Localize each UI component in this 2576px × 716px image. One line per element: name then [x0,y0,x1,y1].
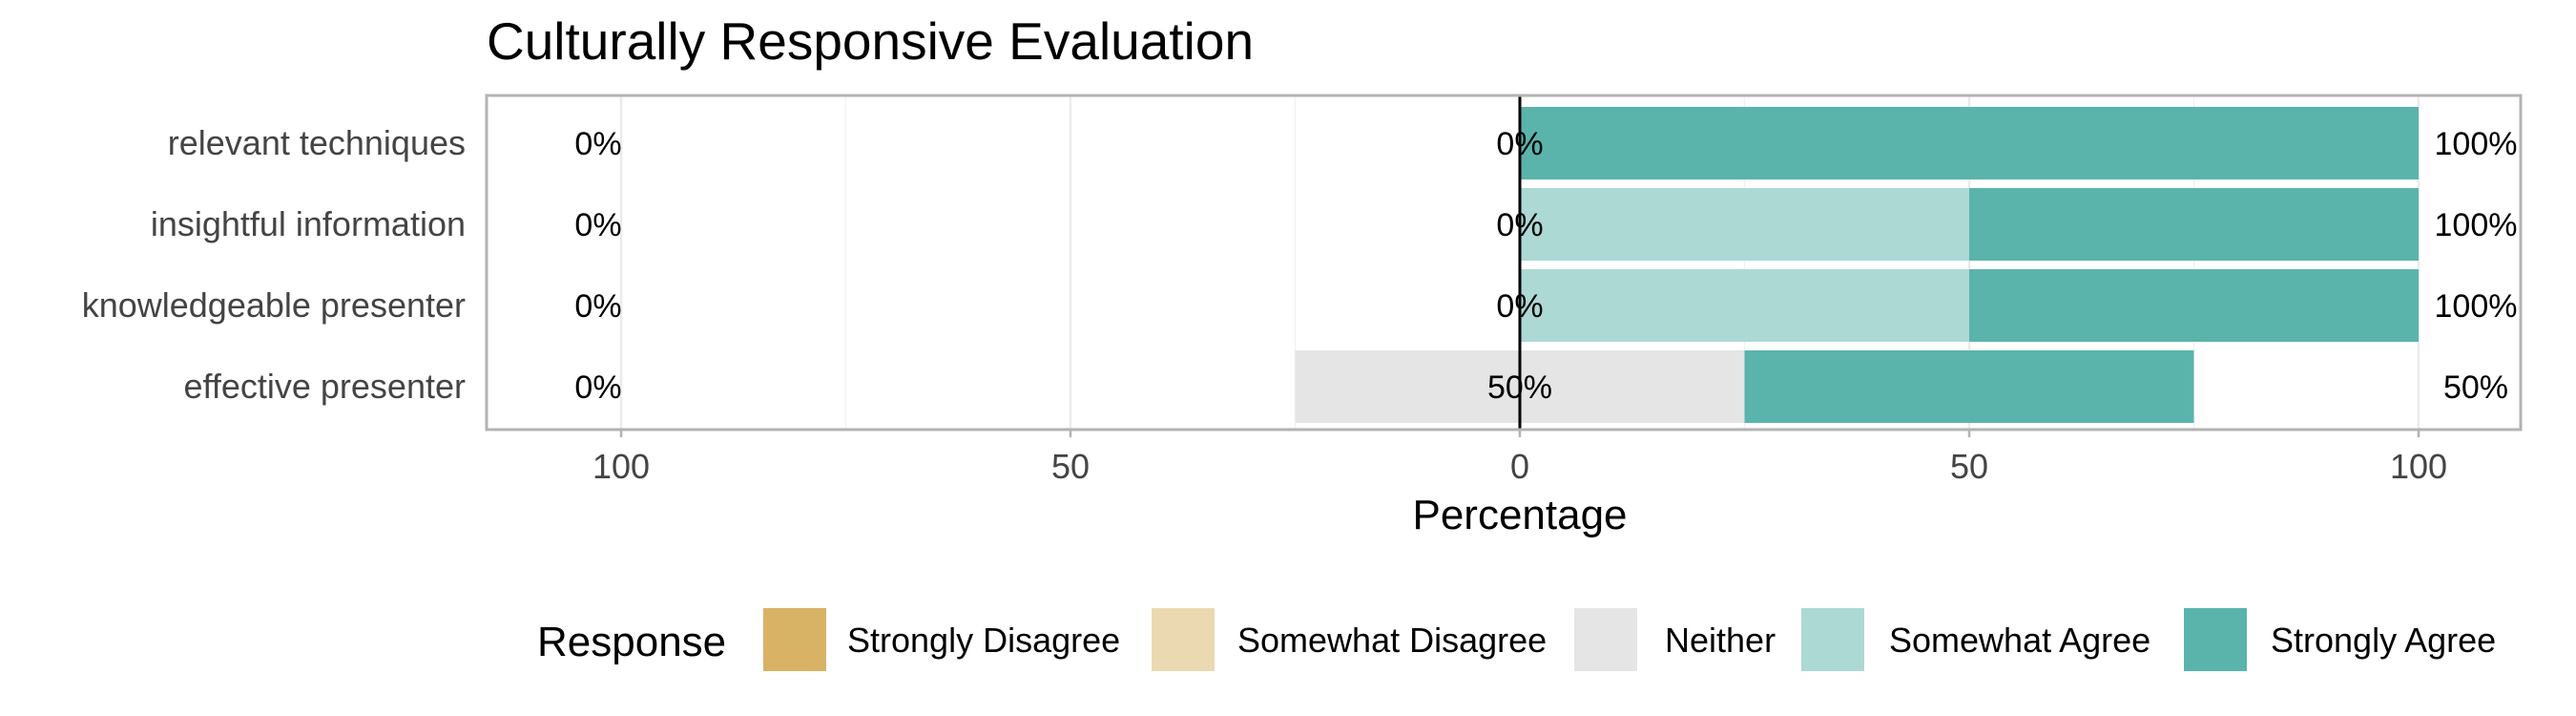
label-right-knowledgeable-presenter: 100% [2435,288,2518,325]
legend-label-strongly-disagree: Strongly Disagree [847,621,1120,660]
x-tick-label: 100 [2390,447,2447,486]
label-left-effective-presenter: 0% [574,369,621,406]
bar-effective-presenter-strongly-agree [1744,350,2194,423]
label-right-relevant-techniques: 100% [2435,126,2518,162]
bar-insightful-information-somewhat-agree [1520,188,1969,261]
legend-label-somewhat-agree: Somewhat Agree [1889,621,2150,660]
legend-key-somewhat-agree [1801,608,1864,671]
plot-panel-border [485,94,2523,432]
label-center-relevant-techniques: 0% [1496,126,1543,162]
category-label-insightful-information: insightful information [151,204,466,243]
legend-title: Response [537,619,726,665]
category-label-relevant-techniques: relevant techniques [168,123,466,162]
x-tick-label: 0 [1510,447,1529,486]
x-axis-title: Percentage [1412,492,1627,538]
legend-key-strongly-disagree [763,608,826,671]
bar-insightful-information-strongly-agree [1969,188,2419,261]
x-tick-label: 50 [1051,447,1090,486]
x-axis-ticks: 100 50 0 50 100 [592,430,2447,486]
label-center-knowledgeable-presenter: 0% [1496,288,1543,325]
legend-label-somewhat-disagree: Somewhat Disagree [1237,621,1547,660]
label-left-knowledgeable-presenter: 0% [574,288,621,325]
legend-key-neither [1574,608,1637,671]
bar-knowledgeable-presenter-somewhat-agree [1520,269,1969,342]
legend-label-strongly-agree: Strongly Agree [2271,621,2496,660]
legend-key-somewhat-disagree [1152,608,1215,671]
label-right-insightful-information: 100% [2435,207,2518,243]
category-label-effective-presenter: effective presenter [183,367,466,406]
x-tick-label: 100 [592,447,650,486]
category-label-knowledgeable-presenter: knowledgeable presenter [82,285,466,325]
label-center-insightful-information: 0% [1496,207,1543,243]
legend: Response Strongly Disagree Somewhat Disag… [537,608,2496,671]
label-left-relevant-techniques: 0% [574,126,621,162]
label-center-effective-presenter: 50% [1487,369,1552,406]
bar-relevant-techniques-strongly-agree [1520,107,2419,179]
data-labels: 0% 0% 100% 0% 0% 100% 0% 0% 100% 0% 50% 50% [574,126,2517,406]
bar-knowledgeable-presenter-strongly-agree [1969,269,2419,342]
legend-label-neither: Neither [1665,621,1776,660]
legend-key-strongly-agree [2184,608,2247,671]
label-right-effective-presenter: 50% [2443,369,2508,406]
x-tick-label: 50 [1950,447,1988,486]
label-left-insightful-information: 0% [574,207,621,243]
category-labels: relevant techniques insightful informatio… [82,123,466,406]
chart-title: Culturally Responsive Evaluation [487,11,1254,71]
